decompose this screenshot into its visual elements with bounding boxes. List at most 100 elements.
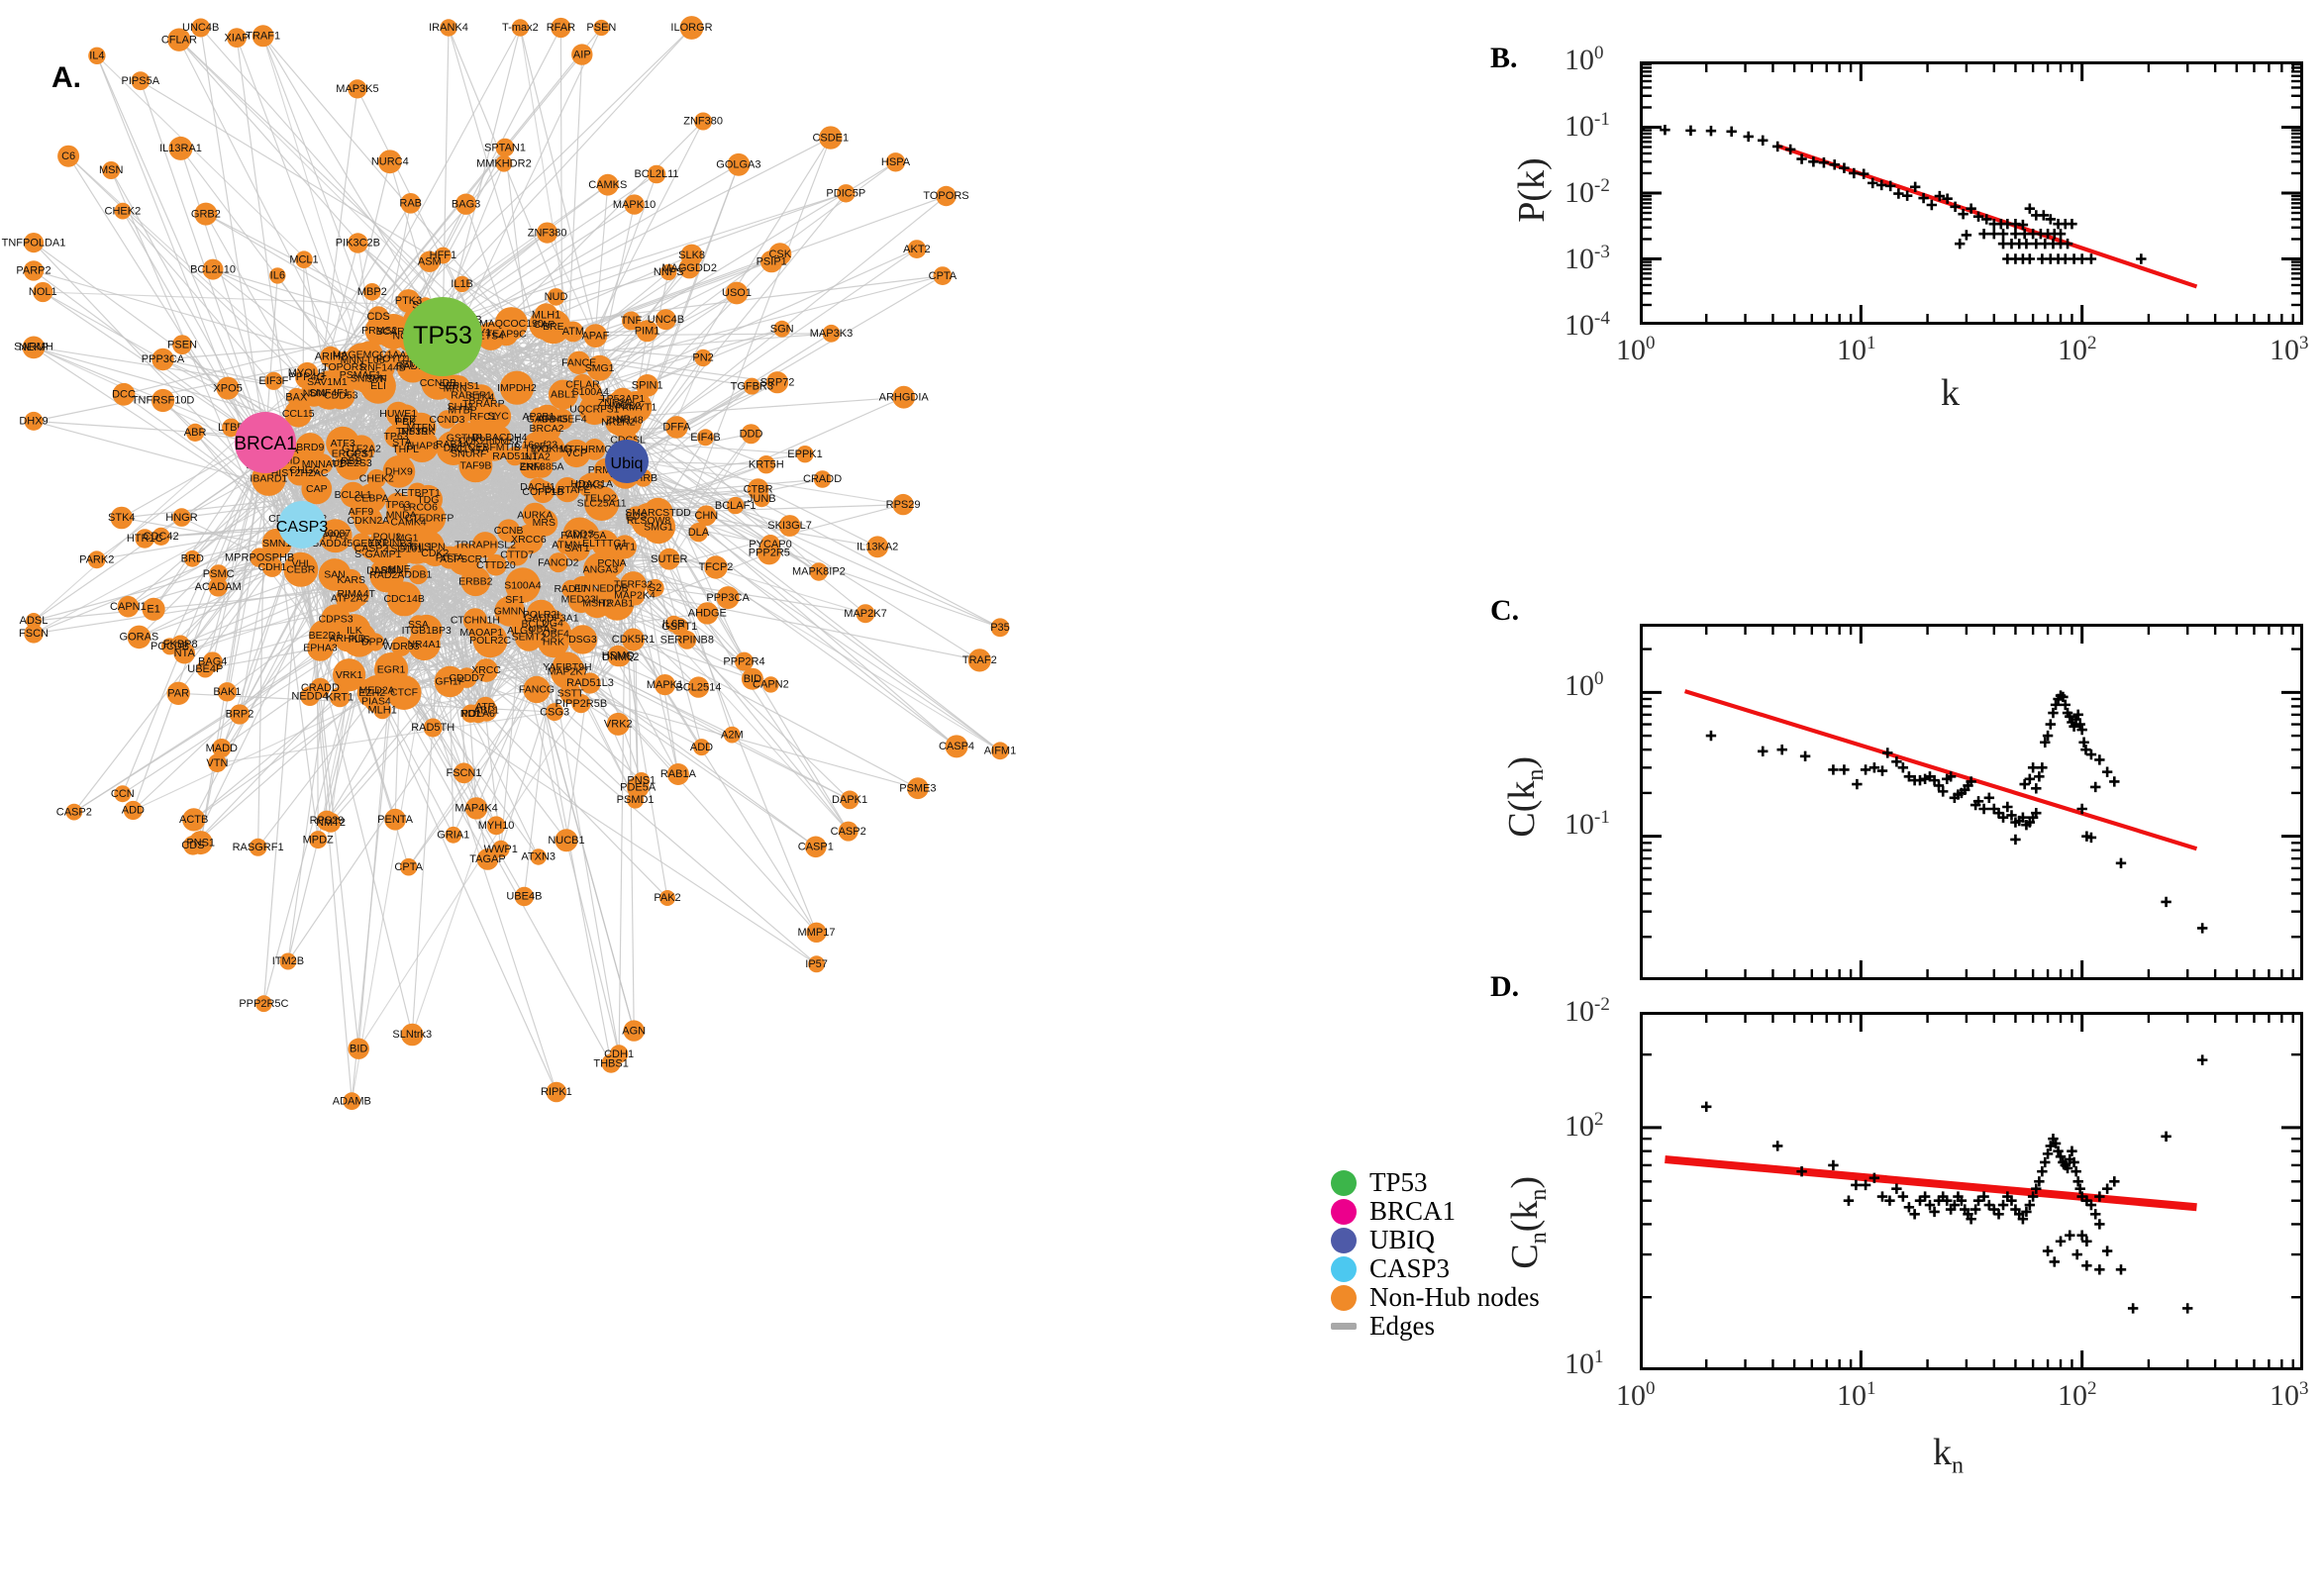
network-node[interactable] xyxy=(659,890,675,906)
network-node[interactable] xyxy=(135,529,154,549)
network-node[interactable] xyxy=(622,628,645,651)
network-node[interactable] xyxy=(495,154,513,172)
network-node[interactable] xyxy=(583,324,608,348)
network-node[interactable] xyxy=(400,193,422,214)
network-node[interactable] xyxy=(838,821,858,842)
network-node[interactable] xyxy=(773,320,791,338)
network-node[interactable] xyxy=(623,1020,645,1042)
network-node[interactable] xyxy=(762,676,779,693)
network-node[interactable] xyxy=(372,554,404,586)
network-node[interactable] xyxy=(202,258,224,280)
network-node[interactable] xyxy=(547,288,565,306)
hub-circle[interactable] xyxy=(235,412,296,473)
network-node[interactable] xyxy=(261,556,283,577)
network-node[interactable] xyxy=(627,776,650,799)
network-node[interactable] xyxy=(534,303,558,328)
network-node[interactable] xyxy=(624,194,645,215)
network-node[interactable] xyxy=(609,1045,629,1063)
network-node[interactable] xyxy=(696,505,717,526)
network-node[interactable] xyxy=(284,399,313,428)
network-node[interactable] xyxy=(316,810,338,832)
network-node[interactable] xyxy=(309,619,342,652)
network-node[interactable] xyxy=(24,411,44,431)
network-node[interactable] xyxy=(264,371,283,390)
network-node[interactable] xyxy=(567,625,598,654)
network-node[interactable] xyxy=(366,468,386,489)
network-node[interactable] xyxy=(546,1081,567,1103)
network-node[interactable] xyxy=(697,429,714,447)
network-node[interactable] xyxy=(486,816,506,836)
network-node[interactable] xyxy=(65,803,83,821)
network-node[interactable] xyxy=(399,857,418,876)
network-node[interactable] xyxy=(173,642,195,664)
network-node[interactable] xyxy=(696,602,719,625)
network-node[interactable] xyxy=(606,712,630,736)
network-hub-ubiq[interactable]: Ubiq xyxy=(605,440,649,483)
network-node[interactable] xyxy=(945,735,968,758)
network-node[interactable] xyxy=(227,28,248,48)
network-node[interactable] xyxy=(840,790,859,810)
network-node[interactable] xyxy=(356,677,387,708)
network-node[interactable] xyxy=(386,675,422,710)
network-node[interactable] xyxy=(229,704,251,725)
network-node[interactable] xyxy=(579,672,601,694)
network-node[interactable] xyxy=(440,431,466,457)
network-node[interactable] xyxy=(152,388,175,413)
network-node[interactable] xyxy=(624,585,646,606)
network-node[interactable] xyxy=(933,266,953,285)
network-node[interactable] xyxy=(556,535,576,554)
network-node[interactable] xyxy=(25,338,43,355)
network-node[interactable] xyxy=(167,28,191,51)
network-hub-tp53[interactable]: TP53 xyxy=(403,297,482,376)
network-node[interactable] xyxy=(142,597,165,621)
network-node[interactable] xyxy=(523,675,551,704)
network-node[interactable] xyxy=(309,831,328,849)
network-node[interactable] xyxy=(401,1023,424,1047)
network-node[interactable] xyxy=(114,202,132,220)
network-node[interactable] xyxy=(476,322,506,350)
network-node[interactable] xyxy=(991,742,1009,760)
network-node[interactable] xyxy=(819,126,843,150)
network-node[interactable] xyxy=(522,502,549,529)
network-node[interactable] xyxy=(866,536,889,558)
network-node[interactable] xyxy=(806,922,827,943)
network-node[interactable] xyxy=(735,651,754,671)
hub-circle[interactable] xyxy=(605,440,649,483)
network-node[interactable] xyxy=(340,481,366,508)
network-node[interactable] xyxy=(892,493,914,516)
network-node[interactable] xyxy=(723,726,741,744)
network-node[interactable] xyxy=(348,1038,369,1059)
network-node[interactable] xyxy=(809,562,829,581)
network-node[interactable] xyxy=(310,677,331,698)
network-node[interactable] xyxy=(393,409,419,435)
network-node[interactable] xyxy=(348,79,367,99)
network-node[interactable] xyxy=(571,694,591,714)
network-node[interactable] xyxy=(26,613,42,629)
network-node[interactable] xyxy=(342,622,377,657)
network-node[interactable] xyxy=(102,161,121,179)
network-node[interactable] xyxy=(694,349,712,367)
network-node[interactable] xyxy=(88,47,106,64)
network-node[interactable] xyxy=(454,762,474,784)
network-node[interactable] xyxy=(537,222,558,244)
network-node[interactable] xyxy=(856,604,875,624)
network-node[interactable] xyxy=(33,281,53,303)
network-node[interactable] xyxy=(796,446,814,463)
network-node[interactable] xyxy=(182,808,206,832)
network-node[interactable] xyxy=(222,418,241,438)
network-hub-brca1[interactable]: BRCA1 xyxy=(234,412,297,473)
network-node[interactable] xyxy=(768,243,792,266)
network-node[interactable] xyxy=(255,995,272,1013)
network-node[interactable] xyxy=(468,620,494,646)
network-node[interactable] xyxy=(279,952,297,970)
network-node[interactable] xyxy=(131,71,151,91)
network-node[interactable] xyxy=(907,240,927,258)
network-node[interactable] xyxy=(622,311,641,331)
network-node[interactable] xyxy=(300,380,328,407)
network-node[interactable] xyxy=(411,530,445,563)
network-node[interactable] xyxy=(320,346,342,368)
network-node[interactable] xyxy=(112,382,136,406)
network-node[interactable] xyxy=(450,397,475,424)
network-node[interactable] xyxy=(454,193,477,215)
network-node[interactable] xyxy=(252,25,274,48)
